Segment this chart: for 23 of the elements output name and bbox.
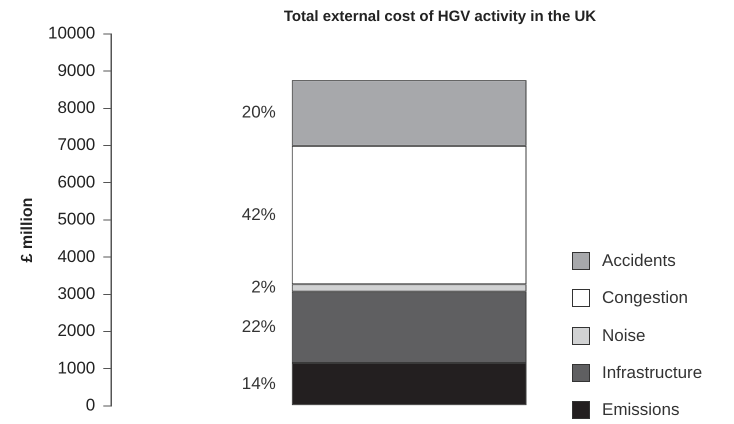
legend-label: Noise [602, 326, 646, 346]
text: Congestion [602, 288, 688, 308]
y-tick-label: 3000 [57, 284, 96, 303]
legend-label: Accidents [602, 251, 676, 271]
y-tick-label: 1000 [57, 358, 96, 378]
legend-label: Emissions [602, 400, 680, 420]
y-tick-label: 2000 [57, 321, 96, 340]
y-tick-label: 10000 [48, 24, 96, 43]
text: 42% [242, 204, 276, 224]
y-tick-label: 8000 [57, 98, 96, 118]
text: 22% [242, 317, 276, 336]
y-tick-label: 9000 [57, 60, 96, 80]
text: 14% [242, 374, 276, 393]
y-tick-label: 5000 [57, 210, 96, 229]
y-tick-label: 7000 [57, 135, 96, 154]
y-tick-label: 0 [86, 395, 96, 414]
text: 20% [242, 102, 276, 122]
y-axis-title: £ million [19, 198, 37, 262]
legend-label: Infrastructure [602, 362, 702, 383]
text: 2% [251, 278, 276, 297]
chart-title: Total external cost of HGV activity in the UK [282, 8, 598, 25]
y-tick-label: 6000 [57, 172, 96, 192]
y-tick-label: 4000 [57, 246, 96, 266]
